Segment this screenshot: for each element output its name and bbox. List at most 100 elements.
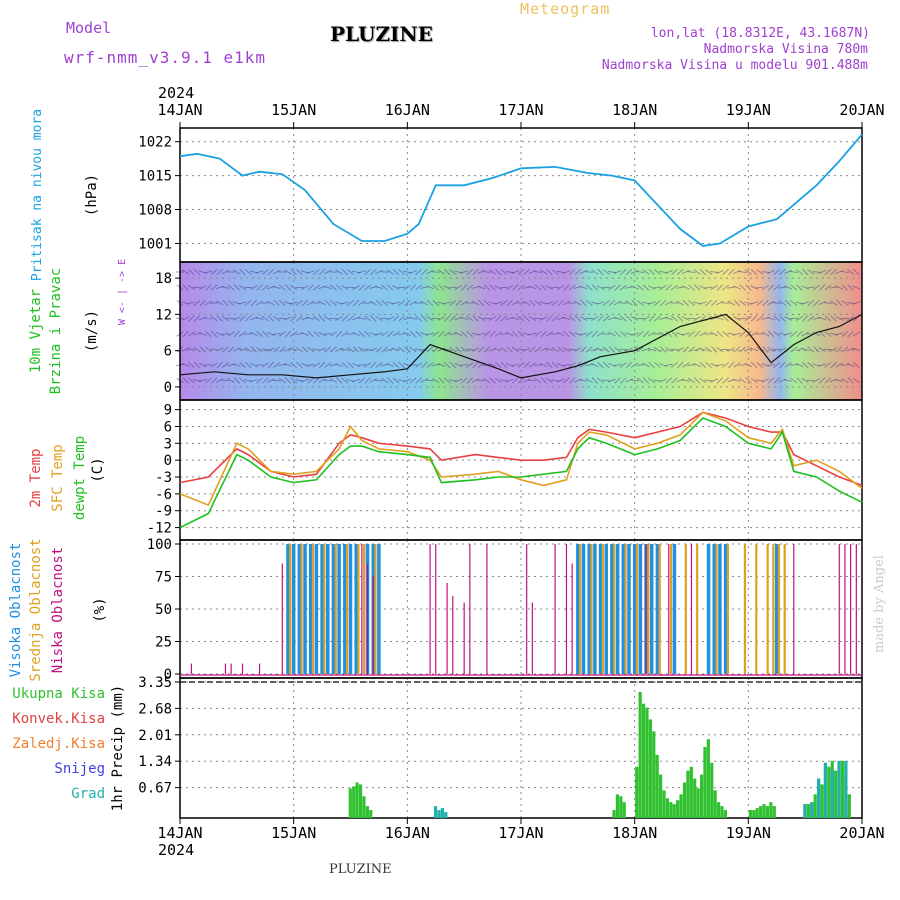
wind-arrow (370, 361, 377, 369)
wind-arrow (500, 315, 508, 322)
wind-arrow (495, 315, 502, 322)
cloud-bar (289, 544, 292, 674)
wind-arrow (664, 270, 673, 274)
wind-arrow (551, 346, 559, 353)
wind-arrow (431, 363, 440, 367)
wind-arrow (738, 270, 747, 274)
wind-arrow (472, 268, 479, 276)
wind-arrow (182, 377, 189, 384)
wind-arrow (819, 284, 826, 291)
wind-arrow (296, 361, 303, 369)
wind-arrow (835, 270, 844, 274)
wind-arrow (597, 268, 604, 276)
wind-arrow (512, 377, 519, 384)
wind-arrow (443, 377, 451, 384)
wind-arrow (340, 301, 349, 305)
wind-arrow (596, 285, 605, 290)
precip-bar (655, 754, 659, 818)
precip-bar (635, 766, 639, 818)
wind-arrow (181, 347, 190, 352)
wind-arrow (545, 301, 554, 305)
wind-arrow (705, 361, 712, 369)
wind-arrow (716, 346, 724, 353)
y-tick-label: 25 (155, 635, 172, 651)
wind-arrow (505, 378, 514, 383)
wind-arrow (261, 284, 269, 291)
temp-unit-label: (C) (90, 457, 106, 482)
cloud-bar (258, 663, 261, 674)
wind-arrow (307, 377, 315, 384)
wind-arrow (505, 284, 514, 291)
wind-arrow (573, 332, 582, 336)
wind-arrow (602, 300, 610, 306)
wind-arrow (840, 270, 849, 274)
wind-arrow (693, 301, 702, 305)
wind-arrow (835, 362, 843, 368)
wind-arrow (335, 316, 343, 321)
y-tick-label: 2.68 (138, 701, 172, 717)
cloud-bar (366, 563, 369, 674)
y-tick-label: 100 (147, 537, 172, 553)
wind-arrow (392, 361, 400, 369)
wind-arrow (613, 300, 622, 306)
cloud-bar (224, 663, 227, 674)
wind-arrow (199, 346, 206, 353)
cloud-bar (766, 544, 769, 674)
wind-arrow (432, 284, 440, 291)
wind-arrow (630, 379, 639, 382)
wind-arrow (398, 269, 406, 275)
wind-arrow (500, 269, 508, 275)
wind-arrow (590, 347, 599, 352)
wind-arrow (767, 377, 775, 384)
wind-arrow (750, 377, 758, 384)
cloud-side-label-2: Srednja Oblacnost (28, 538, 44, 681)
precip-bar (810, 802, 814, 818)
wind-arrow (551, 269, 559, 275)
precip-bar (679, 794, 683, 818)
wind-arrow (478, 299, 485, 307)
wind-arrow (761, 378, 770, 383)
wind-arrow (392, 268, 400, 276)
precip-bar (823, 762, 828, 818)
wind-arrow (671, 268, 678, 276)
wind-arrow (659, 331, 667, 337)
wind-arrow (784, 362, 792, 368)
wind-arrow (824, 315, 832, 322)
wind-arrow (216, 378, 224, 383)
wind-arrow (539, 301, 548, 305)
wind-arrow (346, 333, 355, 335)
wind-arrow (801, 331, 809, 337)
wind-arrow (540, 269, 548, 275)
wind-arrow (386, 301, 395, 305)
y-tick-label: 18 (155, 271, 172, 287)
wind-arrow (801, 377, 809, 384)
wind-arrow (722, 362, 730, 368)
precip-bar (645, 707, 649, 818)
wind-arrow (653, 315, 661, 322)
wind-arrow (466, 330, 474, 338)
wind-arrow (585, 364, 594, 366)
cloud-bar (647, 544, 650, 674)
time-tick-label-top: 14JAN (157, 101, 202, 119)
wind-arrow (187, 285, 196, 290)
wind-arrow (437, 363, 446, 367)
wind-arrow (193, 300, 201, 306)
precip-bar (840, 760, 845, 818)
wind-arrow (573, 286, 582, 289)
wind-arrow (483, 346, 491, 353)
wind-arrow (853, 361, 860, 369)
wind-arrow (585, 300, 593, 306)
wind-arrow (539, 362, 548, 368)
wind-arrow (517, 268, 525, 276)
wind-arrow (250, 285, 258, 290)
y-tick-label: -12 (147, 521, 172, 537)
wind-arrow (562, 316, 571, 321)
wind-arrow (318, 378, 326, 383)
wind-arrow (210, 315, 218, 322)
wind-arrow (727, 300, 735, 306)
wind-arrow (767, 330, 775, 338)
wind-arrow (449, 300, 457, 306)
wind-arrow (364, 315, 372, 322)
wind-arrow (244, 332, 253, 336)
wind-arrow (369, 332, 378, 336)
